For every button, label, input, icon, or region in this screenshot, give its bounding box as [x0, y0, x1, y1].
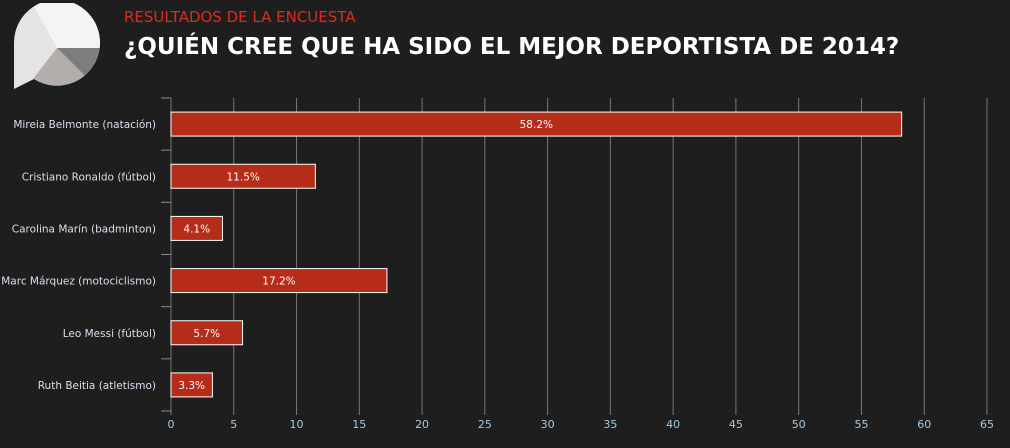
category-label: Mireia Belmonte (natación) — [13, 119, 156, 131]
data-label: 4.1% — [183, 223, 210, 235]
bar — [170, 163, 316, 189]
bar — [170, 215, 223, 241]
category-label: Leo Messi (fútbol) — [63, 328, 156, 340]
x-tick-label: 55 — [854, 418, 868, 431]
chart-subtitle: RESULTADOS DE LA ENCUESTA — [124, 8, 356, 26]
data-label: 3.3% — [178, 380, 205, 392]
category-label: Cristiano Ronaldo (fútbol) — [22, 171, 156, 183]
data-label: 17.2% — [262, 276, 295, 288]
x-tick-label: 15 — [352, 418, 366, 431]
x-tick-label: 40 — [666, 418, 680, 431]
x-tick-label: 20 — [415, 418, 429, 431]
data-label: 11.5% — [227, 171, 260, 183]
x-tick-label: 10 — [290, 418, 304, 431]
data-label: 58.2% — [520, 119, 553, 131]
category-label: Ruth Beitia (atletismo) — [38, 380, 156, 392]
category-label: Carolina Marín (badminton) — [12, 223, 156, 235]
bar — [170, 111, 903, 137]
x-tick-label: 25 — [478, 418, 492, 431]
data-label: 5.7% — [193, 328, 220, 340]
x-tick-label: 35 — [603, 418, 617, 431]
chart-title: ¿QUIÉN CREE QUE HA SIDO EL MEJOR DEPORTI… — [124, 34, 900, 60]
x-tick-label: 45 — [729, 418, 743, 431]
logo-icon — [13, 3, 100, 89]
category-label: Marc Márquez (motociclismo) — [1, 276, 156, 288]
x-tick-label: 50 — [792, 418, 806, 431]
x-tick-label: 30 — [541, 418, 555, 431]
bar — [170, 268, 388, 294]
x-tick-label: 60 — [917, 418, 931, 431]
x-tick-label: 5 — [230, 418, 237, 431]
x-tick-label: 65 — [980, 418, 994, 431]
bar — [170, 320, 244, 346]
x-tick-label: 0 — [168, 418, 175, 431]
bar — [170, 372, 213, 398]
